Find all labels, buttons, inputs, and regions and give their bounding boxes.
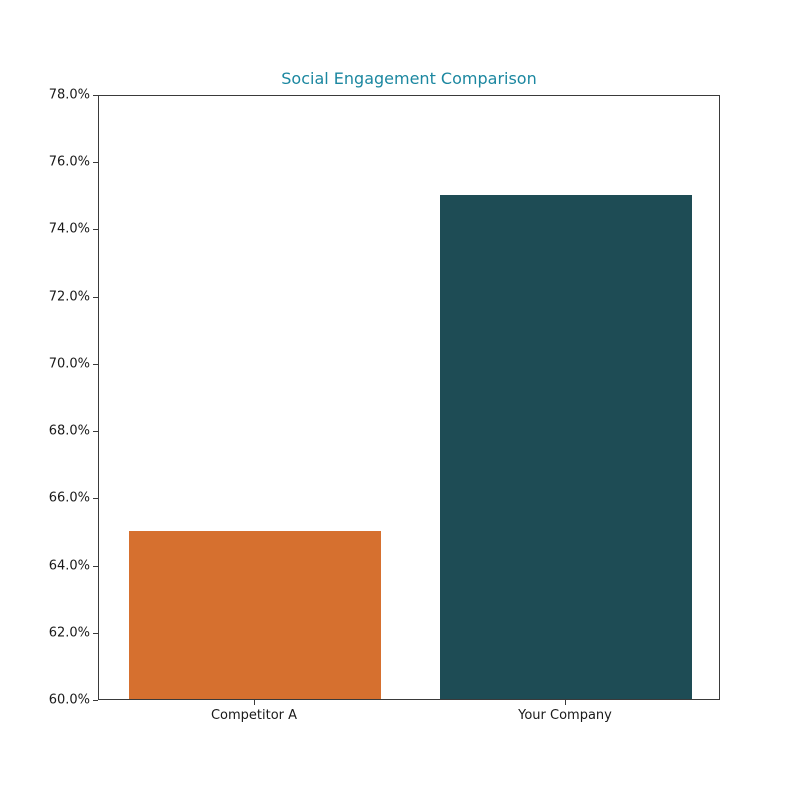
plot-area — [98, 95, 720, 700]
x-tick-label-competitor-a: Competitor A — [210, 708, 298, 723]
y-tick-label: 76.0% — [48, 154, 90, 170]
x-tick-mark-competitor-a — [254, 700, 255, 705]
y-tick-mark — [93, 700, 98, 701]
chart-title: Social Engagement Comparison — [281, 69, 537, 88]
y-tick-label: 70.0% — [48, 356, 90, 372]
y-tick-label: 72.0% — [48, 289, 90, 305]
bar-your-company — [440, 195, 692, 699]
y-tick-label: 78.0% — [48, 87, 90, 103]
y-tick-mark — [93, 498, 98, 499]
y-tick-mark — [93, 95, 98, 96]
y-tick-label: 74.0% — [48, 221, 90, 237]
y-tick-mark — [93, 633, 98, 634]
y-tick-label: 66.0% — [48, 490, 90, 506]
y-tick-mark — [93, 566, 98, 567]
y-tick-mark — [93, 431, 98, 432]
y-tick-label: 62.0% — [48, 625, 90, 641]
y-tick-label: 68.0% — [48, 423, 90, 439]
y-tick-label: 60.0% — [48, 692, 90, 708]
y-tick-label: 64.0% — [48, 558, 90, 574]
x-tick-mark-your-company — [565, 700, 566, 705]
y-tick-mark — [93, 229, 98, 230]
y-tick-mark — [93, 297, 98, 298]
y-tick-mark — [93, 364, 98, 365]
x-tick-label-your-company: Your Company — [518, 708, 612, 723]
bar-competitor-a — [129, 531, 381, 699]
y-tick-mark — [93, 162, 98, 163]
